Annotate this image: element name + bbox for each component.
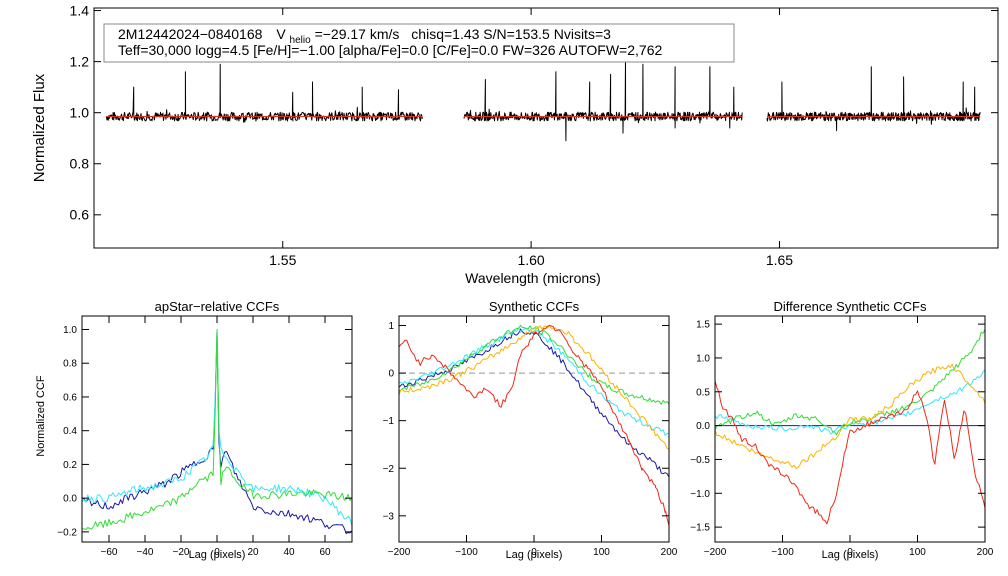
synthetic-ccf-series-red [398,325,670,527]
apstar-ccf-ytick-label: 0.0 [63,494,77,505]
spectrum-ytick-label: 1.2 [70,54,90,70]
difference-ccf-xtick-label: 100 [909,547,926,558]
difference-ccf-ticks: −200 −100 0 100 200 −1.5 −1.0 −0.5 0.0 0.5 1.0 1.5 [690,316,994,558]
spectrum-panel: 1.55 1.60 1.65 0.6 0.8 1.0 1.2 1.4 2M12442024−0… [31,2,999,286]
synthetic-ccf-series-cyan [398,327,670,436]
spectrum-xtick-label: 1.65 [766,252,793,268]
difference-ccf-series-cyan [714,369,986,435]
apstar-ccf-ylabel: Normalized CCF [35,375,47,457]
synthetic-ccf-xtick-label: 100 [593,547,610,558]
spectrum-ylabel: Normalized Flux [31,73,48,182]
apstar-ccf-ytick-label: 0.6 [63,392,77,403]
apstar-ccf-xtick-label: 0 [214,547,220,558]
spectrum-xtick-label: 1.60 [517,252,544,268]
apstar-ccf-xtick-label: 20 [247,547,259,558]
spectrum-flux-chip-2 [463,58,743,142]
difference-ccf-xtick-label: −100 [771,547,794,558]
vhelio-value: =−29.17 km/s [315,26,400,42]
star-id: 2M12442024−0840168 [118,26,263,42]
stellar-params: Teff=30,000 logg=4.5 [Fe/H]=−1.00 [alpha… [118,42,662,58]
apstar-ccf-ytick-label: 0.2 [63,460,77,471]
synthetic-ccf-series-green [398,324,670,405]
difference-ccf-ytick-label: 1.0 [696,353,710,364]
synthetic-ccf-ytick-label: −3 [383,511,395,522]
synthetic-ccf-panel: Synthetic CCFs −200 −100 0 100 200 −3 −2 −1 0 1 L… [383,299,678,561]
synthetic-ccf-series-orange [398,324,670,450]
apstar-ccf-ytick-label: 0.4 [63,426,77,437]
difference-ccf-ytick-label: −1.0 [690,489,710,500]
fit-stats: chisq=1.43 S/N=153.5 Nvisits=3 [411,26,611,42]
spectrum-flux-chip-3 [766,66,981,132]
spectrum-ytick-label: 0.6 [70,207,90,223]
difference-ccf-panel: Difference Synthetic CCFs −200 −100 0 100 20… [690,299,994,561]
difference-ccf-series-green [714,329,986,436]
spectrum-ytick-label: 1.4 [70,2,90,18]
spectrum-axes-frame [93,7,999,249]
apstar-ccf-title: apStar−relative CCFs [155,299,280,314]
spectrum-ticks: 1.55 1.60 1.65 0.6 0.8 1.0 1.2 1.4 [70,2,998,268]
difference-ccf-ytick-label: −1.5 [690,523,710,534]
apstar-ccf-ytick-label: 0.8 [63,359,77,370]
spectrum-ytick-label: 1.0 [70,105,90,121]
apstar-ccf-ticks: −60 −40 −20 0 20 40 60 −0.2 0.0 0.2 0.4 0.6 0.8 1.0 [57,316,352,558]
difference-ccf-ytick-label: −0.5 [690,455,710,466]
apstar-ccf-plot-area [81,329,353,535]
apstar-ccf-ytick-label: −0.2 [57,527,77,538]
difference-ccf-title: Difference Synthetic CCFs [774,299,927,314]
synthetic-ccf-ytick-label: 1 [388,321,394,332]
synthetic-ccf-xtick-label: 200 [661,547,678,558]
difference-ccf-xlabel: Lag (pixels) [822,549,879,561]
spectrum-ytick-label: 0.8 [70,156,90,172]
synthetic-ccf-series-navy [398,328,670,478]
info-line-1: 2M12442024−0840168 V helio =−29.17 km/s … [118,26,611,46]
synthetic-ccf-xtick-label: −200 [388,547,411,558]
spectrum-flux-chip-1 [105,63,423,123]
synthetic-ccf-plot-area [398,324,670,527]
difference-ccf-xtick-label: 200 [977,547,994,558]
spectrum-xtick-label: 1.55 [269,252,296,268]
difference-ccf-series-red [714,380,986,525]
apstar-ccf-series-navy [81,331,353,535]
synthetic-ccf-ytick-label: −1 [383,416,395,427]
synthetic-ccf-xtick-label: −100 [455,547,478,558]
synthetic-ccf-ytick-label: −2 [383,464,395,475]
difference-ccf-ytick-label: 0.5 [696,387,710,398]
synthetic-ccf-xtick-label: 0 [531,547,537,558]
synthetic-ccf-xlabel: Lag (pixels) [506,549,563,561]
apstar-ccf-xtick-label: 40 [283,547,295,558]
synthetic-ccf-axes-frame [398,315,670,543]
difference-ccf-series-orange [714,363,986,469]
apstar-ccf-xtick-label: −60 [101,547,118,558]
spectrum-plot-area [105,58,981,142]
difference-ccf-xtick-label: −200 [704,547,727,558]
vhelio-subscript: helio [290,35,312,46]
synthetic-ccf-ticks: −200 −100 0 100 200 −3 −2 −1 0 1 [383,316,678,558]
spectrum-xlabel: Wavelength (microns) [465,270,601,286]
difference-ccf-ytick-label: 1.5 [696,320,710,331]
vhelio-symbol: V [276,26,286,42]
apstar-ccf-panel: apStar−relative CCFs −60 −40 −20 0 20 40 60 −0.… [35,299,353,561]
difference-ccf-axes-frame [714,315,986,543]
difference-ccf-ytick-label: 0.0 [696,421,710,432]
synthetic-ccf-ytick-label: 0 [388,369,394,380]
info-box [103,23,735,63]
apstar-ccf-series-green [81,329,353,530]
apstar-ccf-xlabel: Lag (pixels) [189,549,246,561]
difference-ccf-plot-area [714,329,986,525]
difference-ccf-xtick-label: 0 [847,547,853,558]
synthetic-ccf-title: Synthetic CCFs [489,299,580,314]
apstar-ccf-xtick-label: −20 [173,547,190,558]
apstar-ccf-xtick-label: 60 [319,547,331,558]
apstar-ccf-xtick-label: −40 [137,547,154,558]
apstar-ccf-ytick-label: 1.0 [63,325,77,336]
